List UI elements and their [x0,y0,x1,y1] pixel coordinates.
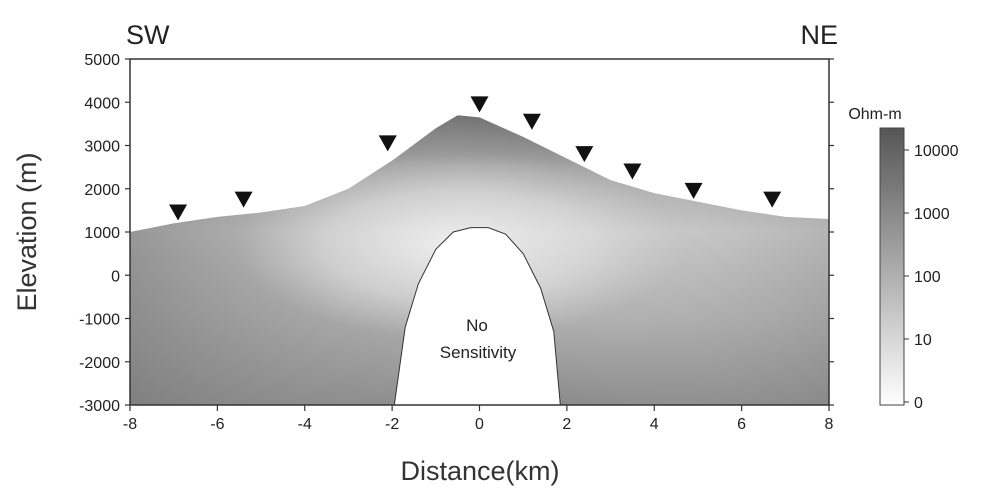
x-tick-label: -2 [385,416,399,433]
y-axis: 5000 4000 3000 2000 1000 0 -1000 -2000 -3000 [79,52,834,415]
y-tick-label: 2000 [84,182,120,199]
x-axis: -8 -6 -4 -2 0 2 4 6 8 [123,405,834,433]
y-tick-label: 1000 [84,225,120,242]
station-marker [522,113,541,130]
x-axis-title: Distance(km) [400,456,559,486]
y-tick-label: 5000 [84,52,120,69]
colorbar-ramp [879,127,905,406]
x-tick-label: -8 [123,416,137,433]
x-tick-label: 4 [650,416,659,433]
no-sensitivity-region [393,227,561,405]
no-sensitivity-label-line1: No [466,316,488,335]
station-marker [169,204,188,221]
station-marker [470,96,489,113]
station-marker [234,191,253,208]
no-sensitivity-label-line2: Sensitivity [440,343,517,362]
colorbar-label: 100 [914,269,941,286]
ne-label: NE [800,20,838,50]
y-axis-title: Elevation (m) [12,152,42,311]
y-tick-label: 4000 [84,95,120,112]
x-tick-label: 2 [562,416,571,433]
x-tick-label: 8 [825,416,834,433]
station-marker [378,135,397,152]
y-tick-label: -1000 [79,312,120,329]
station-marker [575,146,594,163]
y-tick-label: 3000 [84,139,120,156]
x-tick-label: 0 [475,416,484,433]
sw-label: SW [126,20,170,50]
colorbar-label: 10000 [914,143,959,160]
station-marker [763,191,782,208]
x-tick-label: 6 [737,416,746,433]
station-markers [169,96,782,221]
y-tick-label: -3000 [79,398,120,415]
station-marker [684,182,703,199]
colorbar-label: 10 [914,332,932,349]
x-tick-label: -4 [298,416,312,433]
y-tick-label: 0 [111,268,120,285]
colorbar-label: 0 [914,395,923,412]
colorbar-title: Ohm-m [848,106,901,123]
station-marker [623,163,642,180]
x-tick-label: -6 [210,416,224,433]
colorbar-label: 1000 [914,206,950,223]
y-tick-label: -2000 [79,355,120,372]
